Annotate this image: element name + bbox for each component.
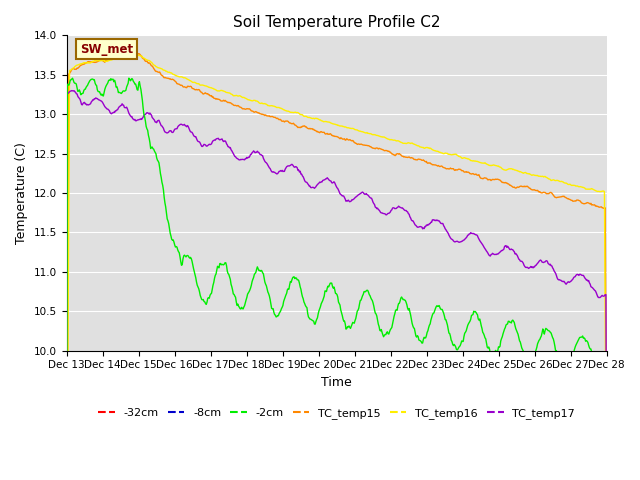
- Legend: -32cm, -8cm, -2cm, TC_temp15, TC_temp16, TC_temp17: -32cm, -8cm, -2cm, TC_temp15, TC_temp16,…: [93, 404, 580, 423]
- Text: SW_met: SW_met: [80, 43, 133, 56]
- Y-axis label: Temperature (C): Temperature (C): [15, 142, 28, 244]
- Title: Soil Temperature Profile C2: Soil Temperature Profile C2: [233, 15, 440, 30]
- X-axis label: Time: Time: [321, 376, 352, 389]
